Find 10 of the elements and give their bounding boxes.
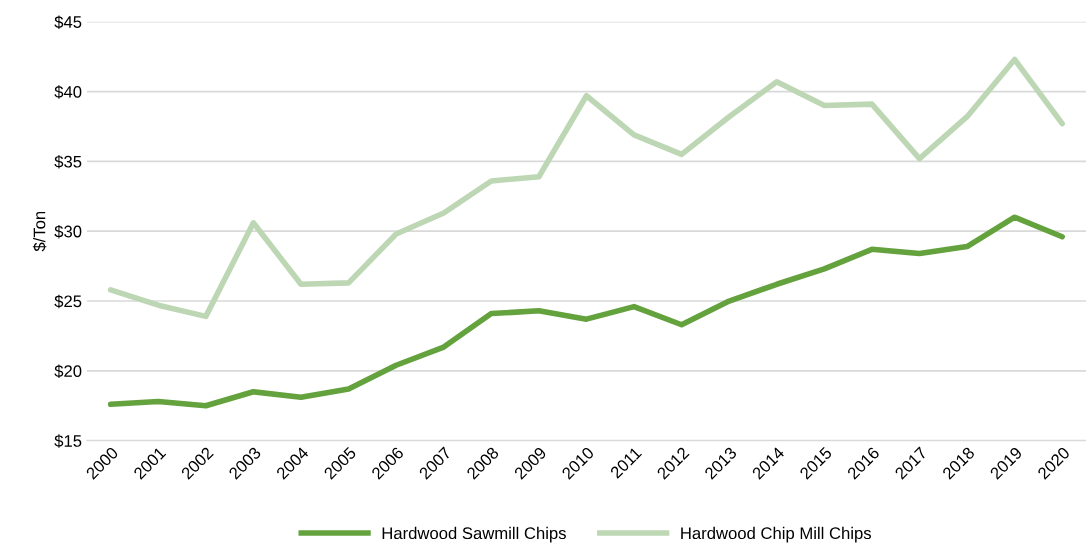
y-tick-label: $15 (54, 434, 82, 448)
y-tick-label: $25 (54, 294, 82, 309)
legend-label: Hardwood Sawmill Chips (382, 526, 566, 543)
y-tick-label: $30 (54, 224, 82, 239)
y-tick-label: $45 (54, 15, 82, 29)
y-tick-label: $20 (54, 364, 82, 379)
y-tick-label: $35 (54, 155, 82, 169)
y-axis-title: $/Ton (32, 211, 47, 252)
legend-label: Hardwood Chip Mill Chips (681, 526, 871, 543)
y-tick-label: $40 (54, 85, 82, 99)
